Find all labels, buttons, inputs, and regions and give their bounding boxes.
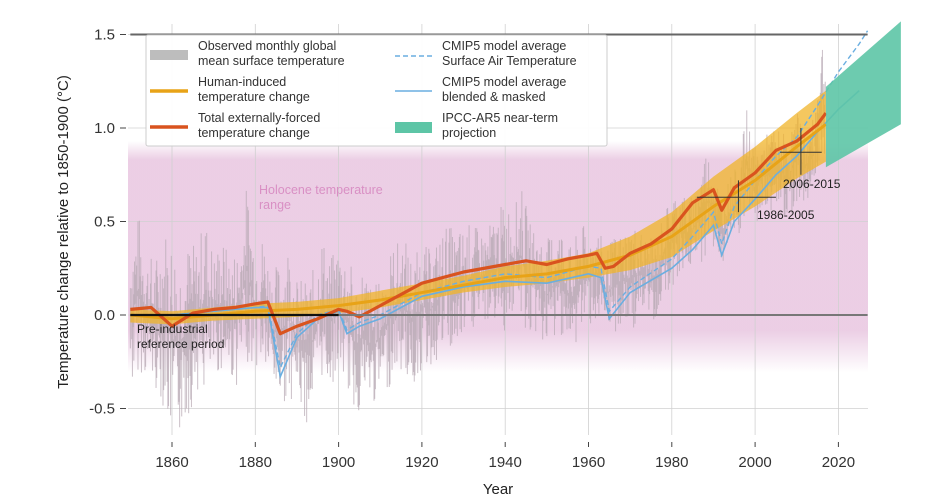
total-forced-line <box>130 112 828 336</box>
label-1986-2005: 1986-2005 <box>757 208 815 222</box>
human-induced-band <box>130 90 826 325</box>
x-tick-label-1960: 1960 <box>572 454 605 471</box>
legend-label-ar5-2: projection <box>442 126 496 140</box>
legend-label-cmip5-blended-2: blended & masked <box>442 90 546 104</box>
legend-item-total: Total externally-forced temperature chan… <box>150 111 320 140</box>
annotations <box>696 128 822 213</box>
y-tick-label: 1.5 <box>94 27 115 44</box>
x-tick-label-1880: 1880 <box>239 454 272 471</box>
label-2006-2015: 2006-2015 <box>783 177 841 191</box>
y-axis-title: Temperature change relative to 1850-1900… <box>55 75 72 389</box>
legend-label-human-1: Human-induced <box>198 75 286 89</box>
y-tick-label: 0.5 <box>94 214 115 231</box>
legend-item-human: Human-induced temperature change <box>150 75 310 104</box>
x-tick-label-1860: 1860 <box>155 454 188 471</box>
y-tick-label: 0.0 <box>94 307 115 324</box>
legend-label-human-2: temperature change <box>198 90 310 104</box>
y-tick-label: -0.5 <box>89 401 115 418</box>
holocene-label-line-2: range <box>259 198 291 212</box>
legend-label-ar5-1: IPCC-AR5 near-term <box>442 111 558 125</box>
x-tick-label-1920: 1920 <box>405 454 438 471</box>
legend-label-cmip5-blended-1: CMIP5 model average <box>442 75 566 89</box>
legend-box <box>145 34 608 147</box>
legend-item-cmip5-blended: CMIP5 model average blended & masked <box>395 75 566 104</box>
legend-item-observed: Observed monthly global mean surface tem… <box>150 39 345 68</box>
legend-label-cmip5-sat-2: Surface Air Temperature <box>442 54 577 68</box>
legend-label-cmip5-sat-1: CMIP5 model average <box>442 39 566 53</box>
cmip5-blended-line <box>171 90 860 380</box>
legend-label-observed-1: Observed monthly global <box>198 39 336 53</box>
legend-swatch-ar5 <box>395 122 432 133</box>
human-induced-line <box>130 123 827 321</box>
x-tick-label-2000: 2000 <box>738 454 771 471</box>
ar5-projection-band <box>825 21 901 168</box>
pre-industrial-label-line-2: reference period <box>137 337 224 351</box>
legend-label-total-2: temperature change <box>198 126 310 140</box>
legend-swatch-observed <box>150 50 188 60</box>
legend-label-total-1: Total externally-forced <box>198 111 320 125</box>
x-tick-label-1980: 1980 <box>655 454 688 471</box>
axes: 1860 1880 1900 1920 1940 1960 1980 2000 2020 -0.5… <box>89 27 855 472</box>
pre-industrial-label-line-1: Pre-industrial <box>137 322 208 336</box>
holocene-label-line-1: Holocene temperature <box>259 183 383 197</box>
x-axis-title: Year <box>483 481 513 498</box>
x-tick-label-2020: 2020 <box>822 454 855 471</box>
legend-label-observed-2: mean surface temperature <box>198 54 345 68</box>
legend: Observed monthly global mean surface tem… <box>145 34 608 147</box>
x-tick-label-1940: 1940 <box>489 454 522 471</box>
x-tick-label-1900: 1900 <box>322 454 355 471</box>
legend-item-ar5: IPCC-AR5 near-term projection <box>395 111 558 140</box>
legend-item-cmip5-sat: CMIP5 model average Surface Air Temperat… <box>395 39 577 68</box>
series-layer <box>129 30 869 428</box>
y-tick-label: 1.0 <box>94 120 115 137</box>
